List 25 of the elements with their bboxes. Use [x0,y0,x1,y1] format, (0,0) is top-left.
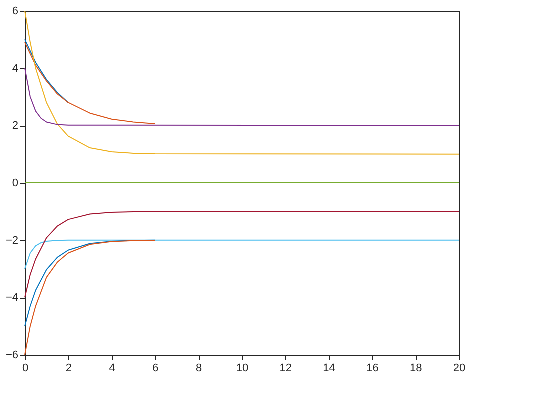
y-tick-label: 0 [12,178,18,190]
line-series [24,42,156,124]
line-series [24,39,69,104]
x-tick-label: 2 [66,362,72,374]
x-tick-label: 16 [366,362,379,374]
x-tick-label: 8 [196,362,202,374]
line-series [24,240,156,356]
y-tick-label: 4 [12,62,18,75]
x-tick-label: 10 [236,362,249,374]
x-tick-label: 12 [280,362,292,374]
x-tick-label: 18 [410,362,422,374]
y-tick-label: 6 [12,6,18,18]
y-tick-label: −4 [6,292,18,304]
y-tick-label: −6 [6,350,18,362]
line-series [24,240,460,270]
x-tick-label: 0 [22,362,29,374]
line-series [24,68,460,126]
x-tick-label: 6 [152,362,159,374]
x-tick-label: 20 [453,362,466,374]
line-series [24,10,460,155]
y-tick-label: −2 [6,234,18,247]
y-tick-label: 2 [12,120,18,132]
x-tick-label: 14 [323,362,336,374]
x-tick-label: 4 [109,362,116,374]
line-series [24,211,460,298]
